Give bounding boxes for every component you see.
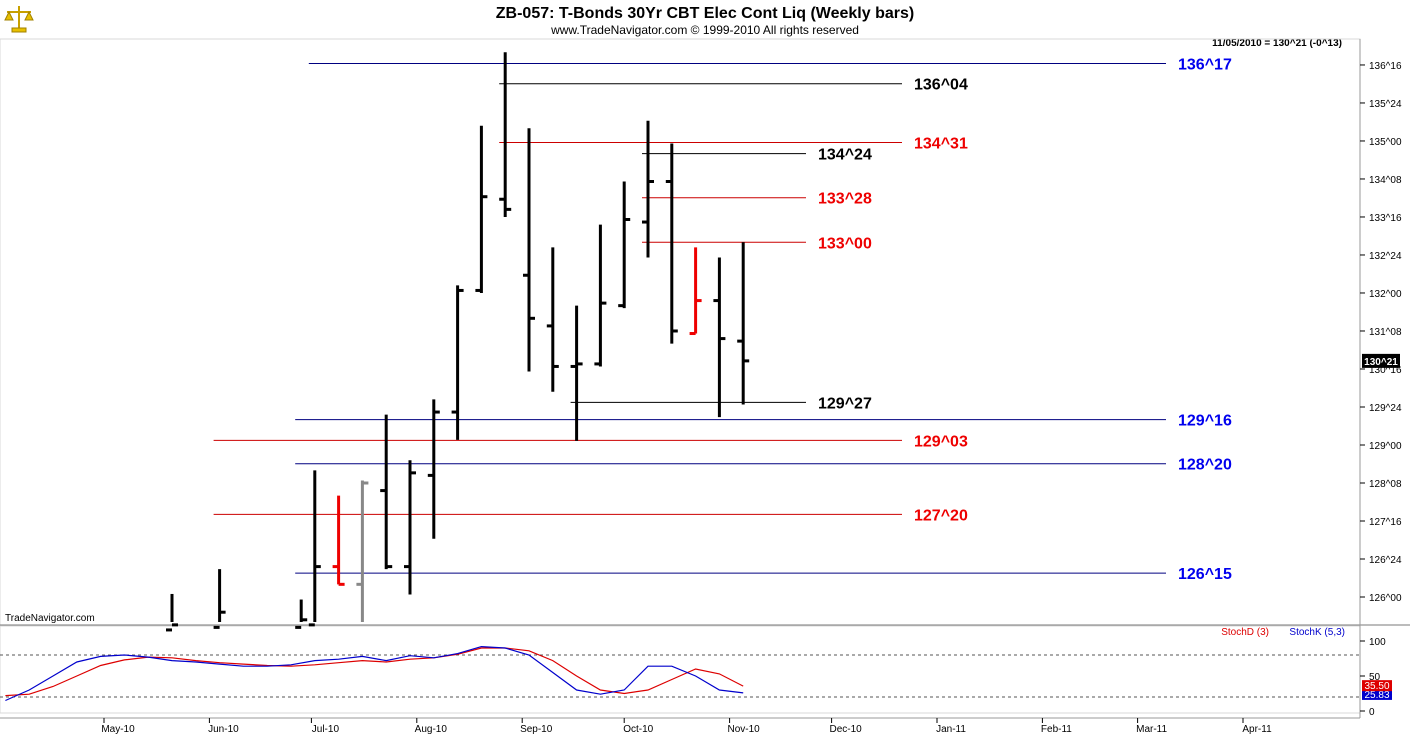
- level-label-128-20: 128^20: [1178, 457, 1232, 474]
- date-tick-label: Sep-10: [520, 724, 553, 735]
- level-label-127-20: 127^20: [914, 507, 968, 524]
- ohlc-bar: [166, 593, 178, 632]
- ohlc-bar: [499, 52, 512, 217]
- legend-stoch-d: StochD (3): [1221, 627, 1269, 638]
- date-tick-label: Aug-10: [415, 724, 448, 735]
- chart-title: ZB-057: T-Bonds 30Yr CBT Elec Cont Liq (…: [496, 5, 914, 22]
- ohlc-bar: [665, 143, 678, 344]
- ohlc-bar: [594, 224, 607, 367]
- ohlc-bar: [475, 125, 488, 293]
- level-label-136-17: 136^17: [1178, 56, 1232, 73]
- ohlc-bar: [295, 599, 308, 629]
- stoch-value-tags: 25.83 35.50: [1362, 680, 1392, 701]
- stoch-tick-label: 100: [1369, 637, 1386, 648]
- ohlc-bar: [689, 247, 702, 336]
- price-tick-label: 133^16: [1369, 213, 1402, 224]
- stoch-d-line: [5, 647, 744, 697]
- date-tick-label: Jun-10: [208, 724, 239, 735]
- ohlc-bar: [523, 128, 535, 372]
- ohlc-bar: [618, 181, 631, 309]
- price-tick-label: 131^08: [1369, 327, 1402, 338]
- price-tick-label: 132^24: [1369, 251, 1402, 262]
- stoch-d-value: 35.50: [1364, 681, 1389, 692]
- price-tick-label: 132^00: [1369, 289, 1402, 300]
- level-label-134-24: 134^24: [818, 147, 872, 164]
- date-tick-label: Oct-10: [623, 724, 653, 735]
- level-lines: 136^17 136^04 134^31 134^24 133^28 133^00 129^…: [213, 56, 1232, 583]
- level-label-129-16: 129^16: [1178, 413, 1232, 430]
- date-axis: May-10 Jun-10 Jul-10 Aug-10 Sep-10 Oct-10 Nov-…: [101, 718, 1272, 735]
- price-tick-label: 128^08: [1369, 479, 1402, 490]
- ohlc-bar: [213, 569, 226, 629]
- ohlc-bar: [546, 247, 559, 392]
- last-quote: 11/05/2010 = 130^21 (-0^13): [1212, 38, 1342, 49]
- current-price-marker: 130^21: [1362, 353, 1400, 368]
- level-label-126-15: 126^15: [1178, 566, 1232, 583]
- date-tick-label: Apr-11: [1242, 724, 1272, 735]
- stoch-k-line: [5, 645, 744, 702]
- ohlc-bar: [737, 242, 750, 405]
- ohlc-bar: [404, 460, 416, 595]
- price-tick-label: 129^24: [1369, 403, 1402, 414]
- level-label-129-27: 129^27: [818, 395, 872, 412]
- ohlc-bar: [451, 285, 464, 440]
- ohlc-bar: [642, 120, 654, 258]
- date-tick-label: May-10: [101, 724, 135, 735]
- date-tick-label: Jul-10: [312, 724, 340, 735]
- legend-stoch-k: StochK (5,3): [1289, 627, 1345, 638]
- level-label-134-31: 134^31: [914, 135, 968, 152]
- stoch-axis: 0 50 100: [1360, 637, 1386, 718]
- ohlc-bar: [332, 495, 345, 586]
- price-tick-label: 135^00: [1369, 137, 1402, 148]
- stoch-tick-label: 0: [1369, 707, 1375, 718]
- level-label-136-04: 136^04: [914, 77, 968, 94]
- price-tick-label: 129^00: [1369, 441, 1402, 452]
- ohlc-bars: [166, 52, 750, 632]
- current-price-label: 130^21: [1364, 357, 1398, 368]
- ohlc-bar: [308, 470, 321, 627]
- ohlc-bar: [380, 414, 393, 570]
- ohlc-bar: [570, 305, 583, 441]
- price-tick-label: 130^16: [1369, 365, 1402, 376]
- date-tick-label: Dec-10: [829, 724, 862, 735]
- price-tick-label: 126^24: [1369, 555, 1402, 566]
- stoch-k-value: 25.83: [1364, 690, 1389, 701]
- date-tick-label: Feb-11: [1041, 724, 1072, 735]
- price-tick-label: 136^16: [1369, 61, 1402, 72]
- price-tick-label: 126^00: [1369, 593, 1402, 604]
- price-panel-frame: [0, 38, 1361, 626]
- date-tick-label: Nov-10: [727, 724, 760, 735]
- level-label-133-28: 133^28: [818, 191, 872, 208]
- price-axis: 126^00 126^24 127^16 128^08 129^00 129^24 130^…: [1360, 61, 1402, 604]
- date-tick-label: Jan-11: [936, 724, 966, 735]
- level-label-129-03: 129^03: [914, 433, 968, 450]
- logo-icon[interactable]: [4, 2, 34, 34]
- stoch-tick-label: 50: [1369, 672, 1381, 683]
- level-label-133-00: 133^00: [818, 235, 872, 252]
- ohlc-bar: [356, 480, 369, 622]
- ohlc-bar: [713, 257, 726, 418]
- price-tick-label: 127^16: [1369, 517, 1402, 528]
- ohlc-bar: [427, 399, 440, 539]
- stoch-reference-lines: [0, 654, 1360, 698]
- copyright-notice: www.TradeNavigator.com © 1999-2010 All r…: [550, 23, 859, 37]
- price-tick-label: 134^08: [1369, 175, 1402, 186]
- date-tick-label: Mar-11: [1136, 724, 1167, 735]
- watermark: TradeNavigator.com: [5, 613, 95, 624]
- price-tick-label: 135^24: [1369, 99, 1402, 110]
